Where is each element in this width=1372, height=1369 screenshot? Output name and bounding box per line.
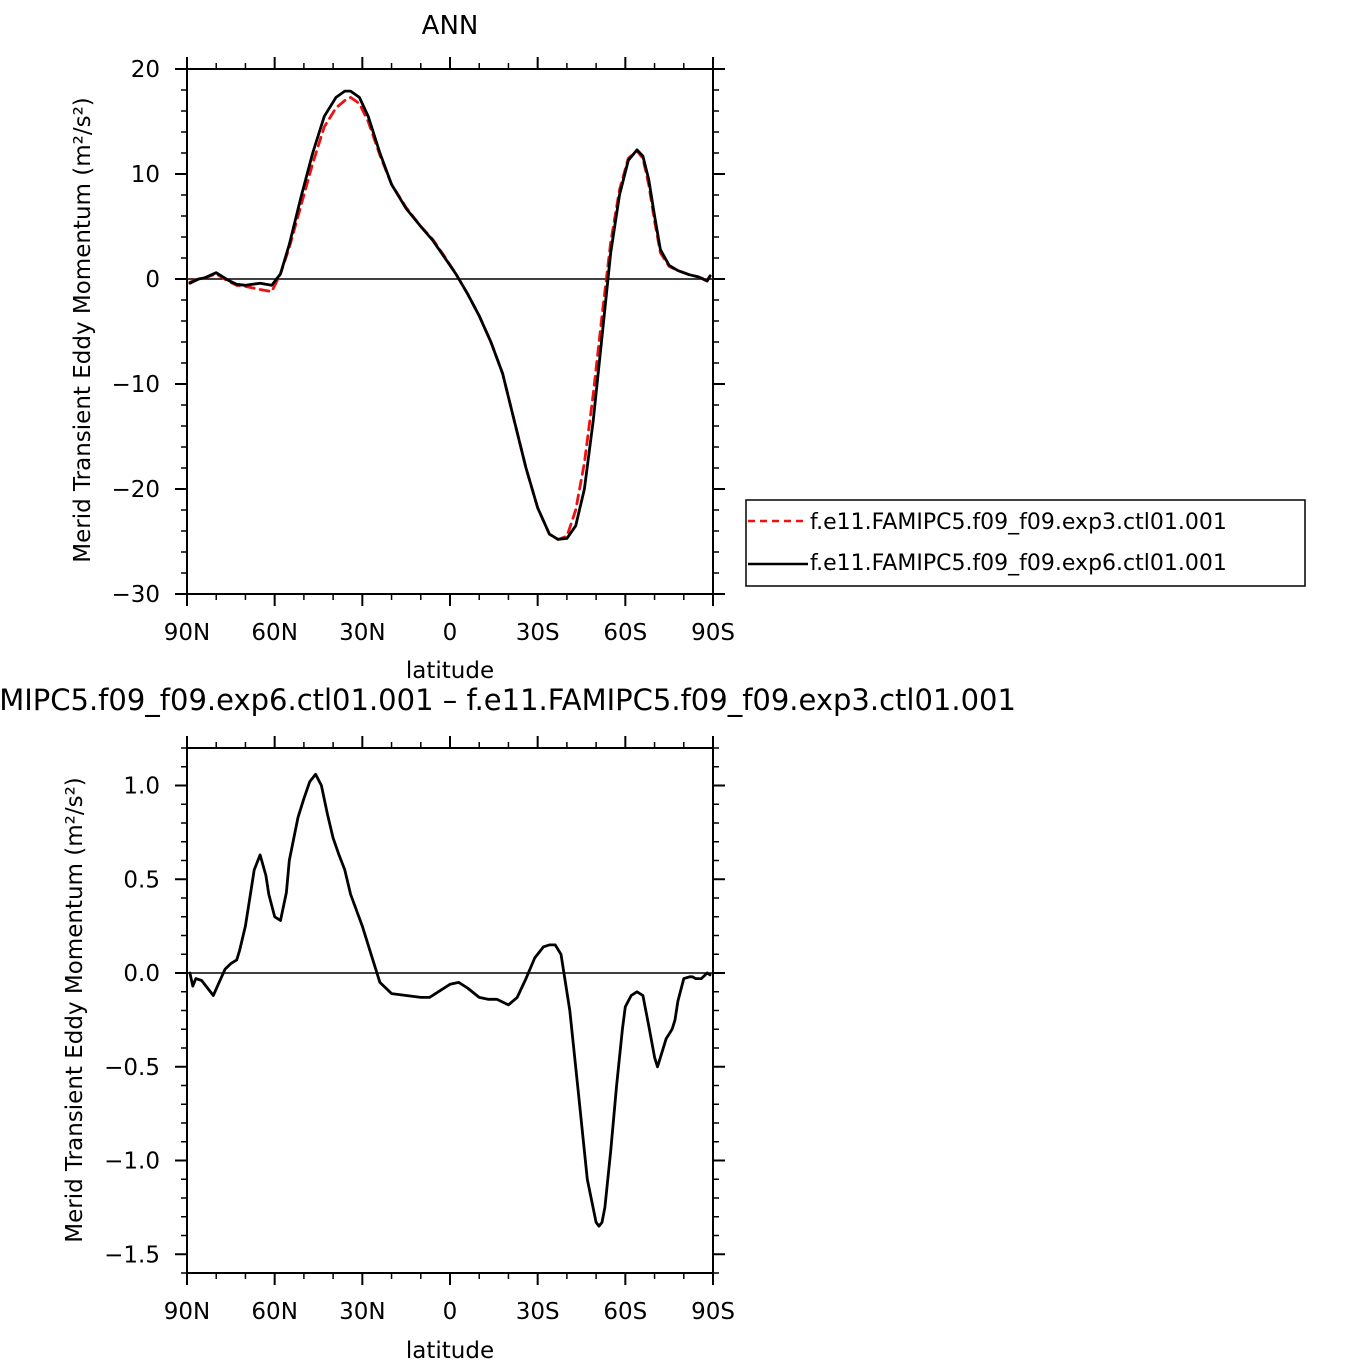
- top-series-line-1: [188, 89, 712, 541]
- bottom-panel: f.e11.FAMIPC5.f09_f09.exp6.ctl01.001 – f…: [0, 683, 1016, 1364]
- top-y-tick-label: 0: [145, 267, 160, 293]
- top-xlabel: latitude: [406, 658, 494, 684]
- bottom-y-tick-label: −0.5: [104, 1055, 160, 1081]
- bottom-y-tick-label: 1.0: [123, 774, 160, 800]
- top-ylabel: Merid Transient Eddy Momentum (m²/s²): [70, 97, 96, 563]
- bottom-ylabel: Merid Transient Eddy Momentum (m²/s²): [62, 777, 88, 1243]
- bottom-x-tick-label: 30N: [339, 1299, 385, 1325]
- legend-label-exp3: f.e11.FAMIPC5.f09_f09.exp3.ctl01.001: [810, 510, 1227, 535]
- top-x-tick-label: 30N: [339, 620, 385, 646]
- top-plot-frame: [186, 68, 714, 595]
- bottom-x-tick-label: 60N: [251, 1299, 297, 1325]
- bottom-x-tick-label: 90N: [164, 1299, 210, 1325]
- legend-label-exp6: f.e11.FAMIPC5.f09_f09.exp6.ctl01.001: [810, 551, 1227, 576]
- bottom-x-tick-label: 90S: [691, 1299, 735, 1325]
- top-x-tick-label: 90S: [691, 620, 735, 646]
- top-y-tick-label: −10: [111, 372, 160, 398]
- bottom-y-tick-label: 0.5: [123, 867, 160, 893]
- bottom-y-tick-label: −1.5: [104, 1242, 160, 1268]
- top-ylabel-group: Merid Transient Eddy Momentum (m²/s²): [70, 97, 96, 563]
- top-x-tick-label: 60N: [251, 620, 297, 646]
- top-x-tick-label: 90N: [164, 620, 210, 646]
- bottom-y-tick-label: −1.0: [104, 1149, 160, 1175]
- bottom-plot-frame: [186, 747, 714, 1274]
- top-x-tick-label: 60S: [603, 620, 647, 646]
- bottom-x-tick-label: 60S: [603, 1299, 647, 1325]
- top-x-tick-label: 0: [443, 620, 458, 646]
- top-x-tick-label: 30S: [516, 620, 560, 646]
- top-y-tick-label: −20: [111, 477, 160, 503]
- bottom-series-line-0: [188, 772, 712, 1228]
- bottom-x-tick-label: 0: [443, 1299, 458, 1325]
- top-y-tick-label: 10: [131, 162, 160, 188]
- top-y-tick-label: 20: [131, 57, 160, 83]
- top-chart-title: ANN: [422, 11, 479, 41]
- top-series-line-0: [188, 96, 712, 541]
- legend: f.e11.FAMIPC5.f09_f09.exp3.ctl01.001 f.e…: [745, 499, 1306, 587]
- bottom-chart-title: f.e11.FAMIPC5.f09_f09.exp6.ctl01.001 – f…: [0, 683, 1016, 717]
- bottom-y-tick-label: 0.0: [123, 961, 160, 987]
- bottom-xlabel: latitude: [406, 1338, 494, 1364]
- bottom-x-tick-label: 30S: [516, 1299, 560, 1325]
- top-y-tick-label: −30: [111, 582, 160, 608]
- top-panel: ANN Merid Transient Eddy Momentum (m²/s²…: [70, 11, 735, 684]
- legend-box: [745, 499, 1306, 587]
